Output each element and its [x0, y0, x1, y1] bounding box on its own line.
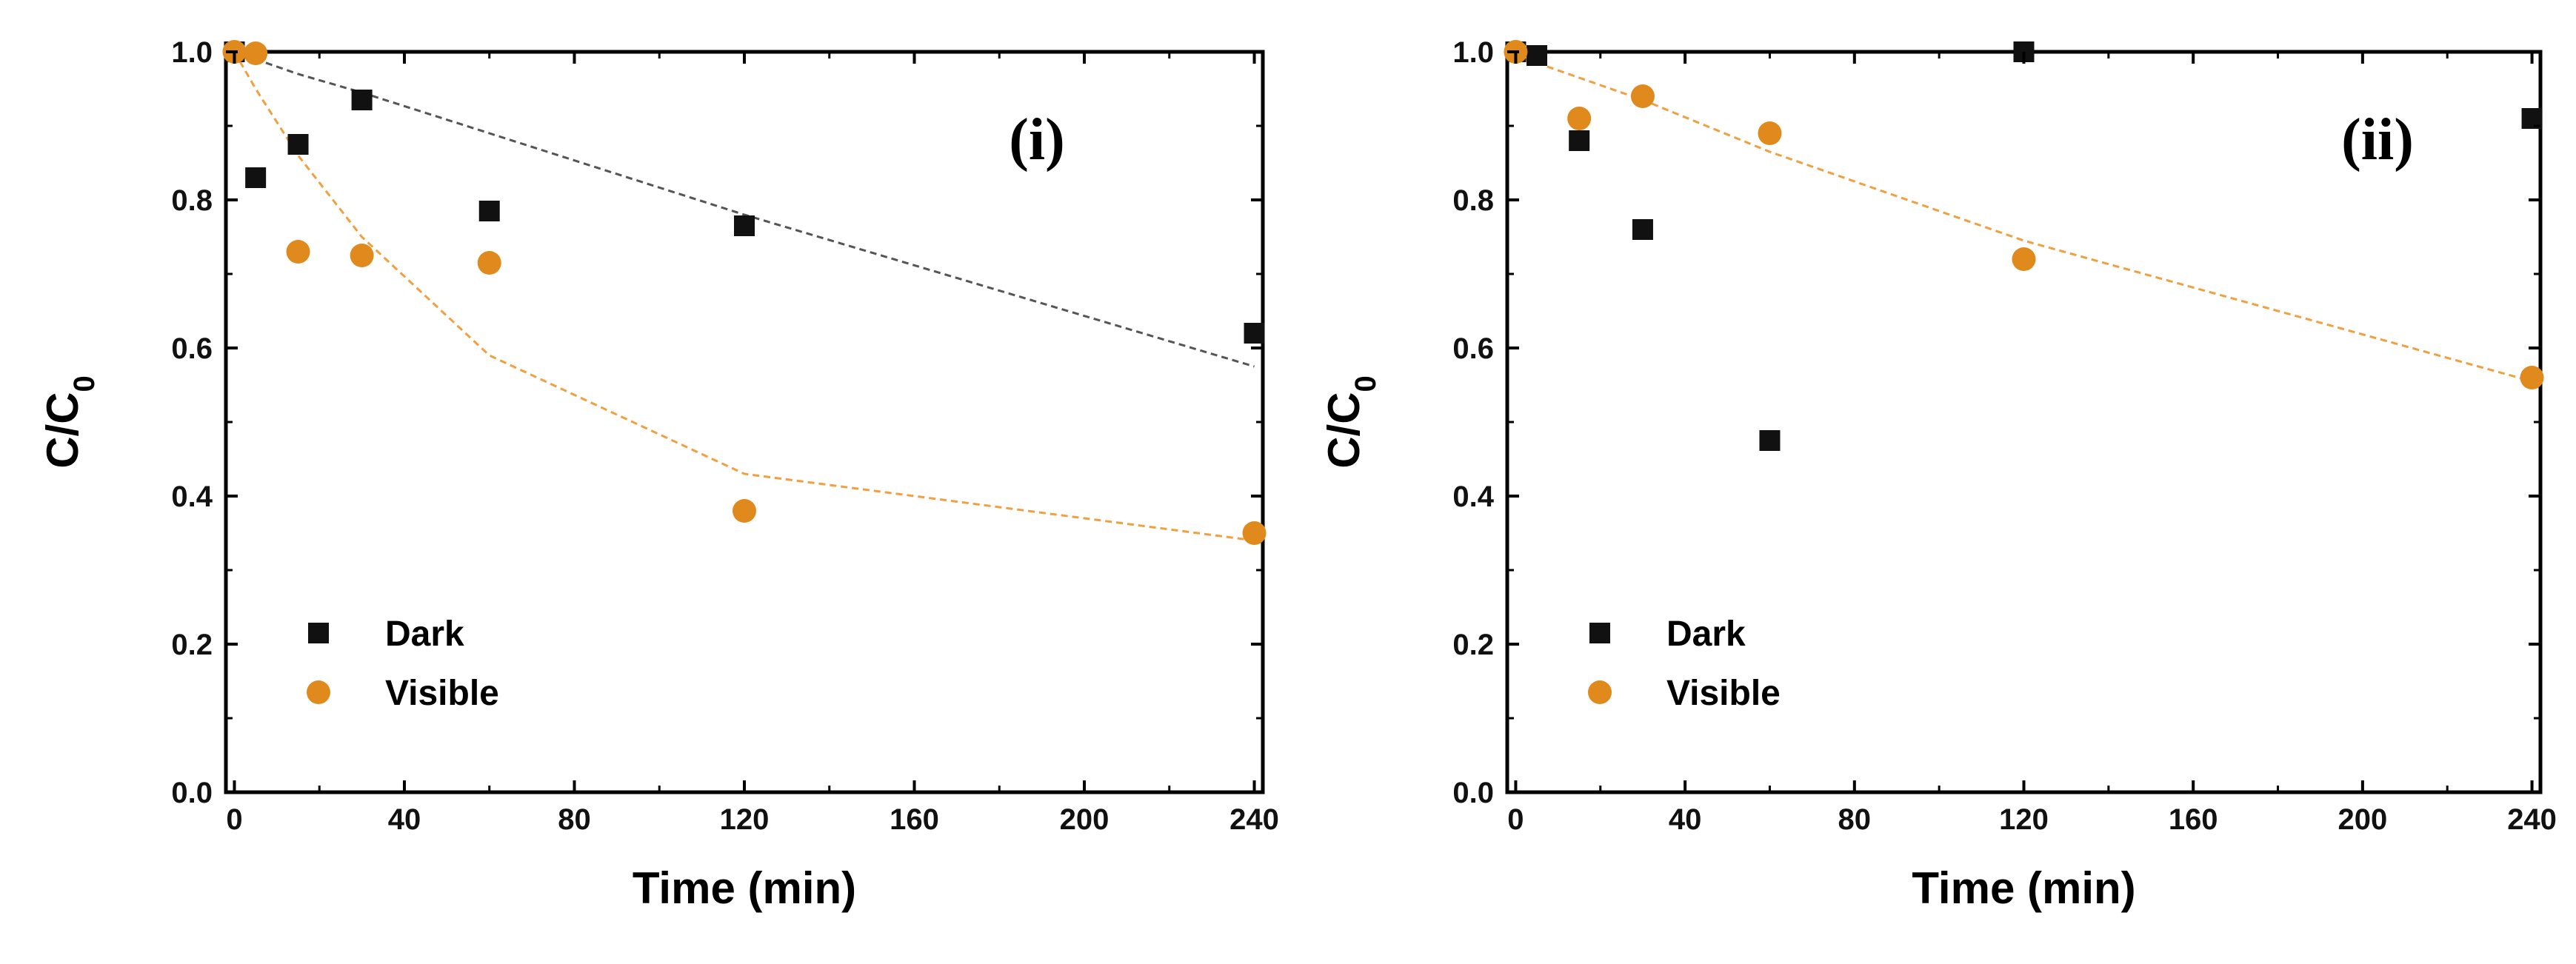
x-tick-label: 160 [890, 803, 939, 836]
x-tick-label: 80 [1838, 803, 1872, 836]
point-dark [734, 215, 755, 236]
y-tick-label: 0.2 [1452, 629, 1494, 661]
point-dark [478, 201, 500, 221]
plot-area [1505, 50, 2543, 794]
legend-dark-label: Dark [1666, 615, 1746, 654]
fit-lines [1515, 54, 2532, 383]
x-axis-title: Time (min) [633, 863, 856, 913]
legend-visible-label: Visible [1666, 674, 1781, 713]
legend-dark-marker [1589, 623, 1610, 643]
y-axis-title-main: C/C [1319, 392, 1369, 468]
x-tick-label: 200 [2338, 803, 2388, 836]
y-axis-title-subscript: 0 [1349, 375, 1382, 392]
x-tick-label: 40 [1669, 803, 1702, 836]
y-tick-label: 0.6 [171, 332, 213, 365]
point-dark [245, 167, 267, 188]
fit-line-visible [233, 51, 1255, 542]
x-tick-label: 0 [1507, 803, 1524, 836]
point-visible [2012, 247, 2036, 271]
point-visible [286, 240, 310, 264]
point-dark [287, 134, 309, 155]
legend: Dark Visible [1588, 615, 1781, 713]
y-tick-label: 0.6 [1452, 332, 1494, 365]
y-axis-title-subscript: 0 [68, 375, 101, 392]
point-visible [733, 499, 756, 523]
legend-visible-marker [1588, 680, 1612, 704]
x-axis-title: Time (min) [1912, 863, 2135, 913]
point-visible [1242, 521, 1267, 545]
y-tick-label: 0.4 [1452, 481, 1494, 513]
panel-ii: 0 40 80 120 160 200 240 0.0 0.2 0.4 0.6 0.8 1.0 (ii)… [1319, 36, 2557, 913]
y-tick-label: 0.2 [171, 629, 213, 661]
y-tick-label: 0.8 [171, 184, 213, 217]
data-points [1504, 40, 2544, 451]
legend-visible-label: Visible [385, 674, 499, 713]
point-visible [1567, 107, 1592, 130]
point-visible [244, 41, 268, 65]
x-tick-label: 120 [720, 803, 770, 836]
point-dark [1244, 323, 1265, 344]
panel-label: (i) [1009, 107, 1065, 173]
point-dark [351, 90, 373, 110]
x-tick-label: 240 [1229, 803, 1279, 836]
point-dark [1526, 45, 1548, 66]
x-tick-label: 0 [226, 803, 242, 836]
point-dark [1569, 130, 1590, 151]
point-dark [1759, 430, 1781, 451]
y-axis-title-main: C/C [38, 392, 87, 468]
x-tick-label: 240 [2507, 803, 2557, 836]
point-visible [350, 244, 374, 267]
x-tick-label: 80 [558, 803, 591, 836]
legend-dark-marker [308, 623, 329, 643]
point-visible [1758, 121, 1782, 145]
point-visible [477, 251, 501, 275]
point-visible [1630, 84, 1655, 108]
fit-line-visible [1515, 54, 2532, 383]
axis-ticks: 0 40 80 120 160 200 240 0.0 0.2 0.4 0.6 0.8 1.0 [171, 36, 1279, 836]
y-tick-label: 1.0 [171, 36, 213, 69]
y-axis-title: C/C0 [38, 375, 101, 469]
x-tick-label: 200 [1060, 803, 1110, 836]
x-tick-label: 120 [1999, 803, 2049, 836]
y-tick-label: 1.0 [1452, 36, 1494, 69]
axis-ticks: 0 40 80 120 160 200 240 0.0 0.2 0.4 0.6 0.8 1.0 [1452, 36, 2557, 836]
y-tick-label: 0.8 [1452, 184, 1494, 217]
x-tick-label: 40 [388, 803, 421, 836]
legend: Dark Visible [307, 615, 499, 713]
point-dark [1632, 219, 1653, 240]
x-tick-label: 160 [2169, 803, 2218, 836]
y-tick-label: 0.4 [171, 481, 213, 513]
legend-dark-label: Dark [385, 615, 464, 654]
point-visible [2520, 366, 2544, 389]
y-tick-label: 0.0 [1452, 777, 1494, 809]
plot-area [224, 50, 1265, 794]
legend-visible-marker [307, 680, 330, 704]
y-tick-label: 0.0 [171, 777, 213, 809]
y-axis-title: C/C0 [1319, 375, 1382, 469]
panel-label: (ii) [2341, 107, 2414, 173]
